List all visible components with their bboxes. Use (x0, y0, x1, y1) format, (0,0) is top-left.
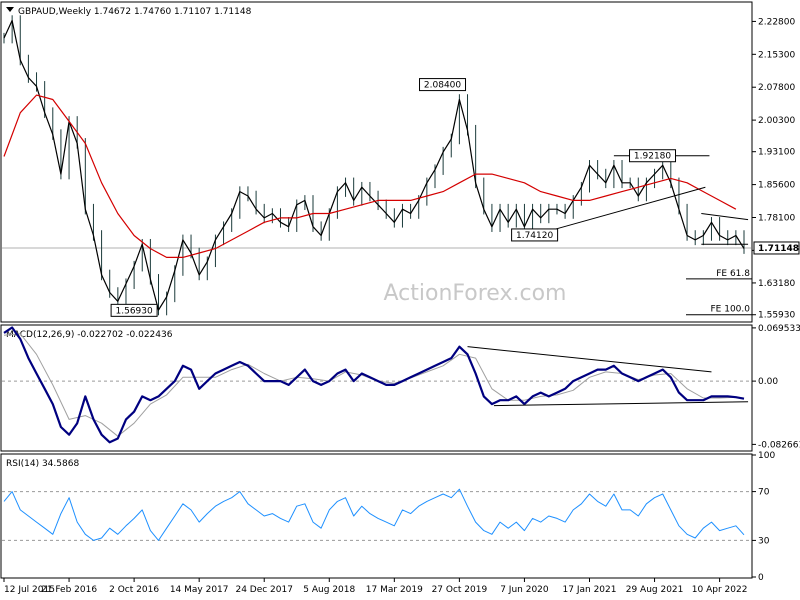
x-tick-label: 29 Aug 2021 (626, 585, 684, 595)
x-tick-label: 12 Jul 2015 (4, 585, 55, 595)
price-panel-menu-icon[interactable] (6, 7, 14, 12)
macd-ytick-label: -0.082661 (758, 440, 800, 450)
rsi-title: RSI(14) 34.5868 (6, 459, 79, 469)
macd-ytick-label: 0.00 (758, 377, 778, 387)
current-price-box (753, 241, 800, 255)
price-ytick-label: 2.07800 (758, 83, 795, 93)
price-ytick-label: 1.93100 (758, 148, 795, 158)
x-tick-label: 17 Jan 2021 (563, 585, 617, 595)
x-tick-label: 21 Feb 2016 (41, 585, 97, 595)
rsi-ytick-label: 70 (758, 488, 770, 498)
price-label-box (511, 228, 559, 242)
price-ytick-label: 1.55930 (758, 311, 795, 321)
price-ytick-label: 2.22800 (758, 17, 795, 27)
rsi-ytick-label: 0 (758, 573, 764, 583)
macd-line (3, 326, 745, 444)
x-tick-label: 24 Dec 2017 (235, 585, 293, 595)
chart-marks: 2.22800 2.15300 2.07800 2.00300 1.93100 1.856… (2, 15, 800, 595)
rsi-ytick-label: 30 (758, 536, 770, 546)
price-label: 1.74120 (516, 231, 553, 241)
fibonacci-level-label: FE 100.0 (711, 305, 751, 315)
price-ytick-label: 2.00300 (758, 116, 795, 126)
rsi-panel-frame (0, 453, 753, 579)
price-label-box (110, 303, 158, 317)
price-ytick-label: 1.85600 (758, 181, 795, 191)
price-label: 1.92180 (634, 152, 671, 162)
x-tick-label: 17 Mar 2019 (366, 585, 423, 595)
rsi-line (3, 488, 745, 541)
price-title: GBPAUD,Weekly 1.74672 1.74760 1.71107 1.… (18, 7, 252, 17)
watermark: ActionForex.com (384, 281, 567, 306)
price-ytick-label: 2.15300 (758, 50, 795, 60)
price-trendline (701, 213, 749, 221)
price-ytick-label: 1.78100 (758, 213, 795, 223)
price-label-box (629, 149, 677, 163)
macd-title: MACD(12,26,9) -0.022702 -0.022436 (6, 330, 173, 340)
x-tick-label: 5 Aug 2018 (303, 585, 355, 595)
price-trendline (534, 186, 706, 236)
x-tick-label: 14 May 2017 (170, 585, 229, 595)
moving-average-line (3, 94, 737, 258)
x-tick-label: 27 Oct 2019 (432, 585, 488, 595)
price-label: 1.56930 (116, 306, 153, 316)
x-tick-label: 7 Jun 2020 (500, 585, 549, 595)
x-tick-label: 2 Oct 2016 (109, 585, 159, 595)
price-label-box (419, 78, 467, 92)
x-tick-label: 10 Apr 2022 (692, 585, 748, 595)
macd-trendline (467, 346, 712, 373)
macd-ytick-label: 0.069533 (758, 324, 800, 334)
price-label: 2.08400 (424, 81, 461, 91)
fibonacci-level-label: FE 61.8 (716, 269, 750, 279)
price-line (3, 19, 745, 311)
macd-trendline (493, 401, 749, 407)
rsi-ytick-label: 100 (758, 451, 775, 461)
price-ytick-label: 1.63180 (758, 279, 795, 289)
price-panel-frame (0, 1, 753, 323)
current-price-label: 1.71148 (758, 244, 799, 254)
macd-panel-frame (0, 324, 753, 452)
